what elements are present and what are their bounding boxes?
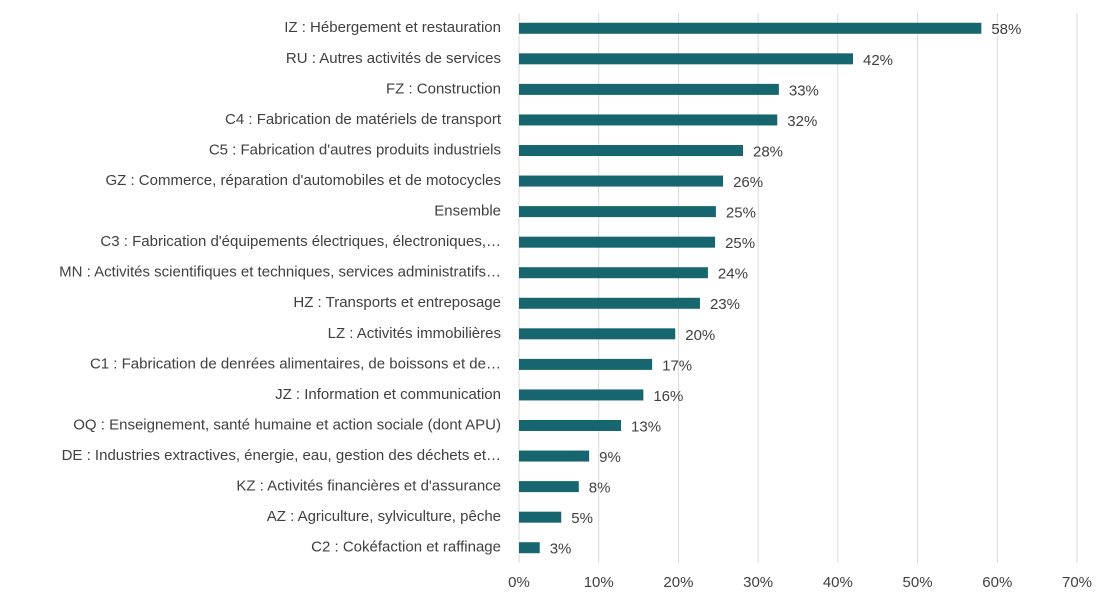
y-tick-label: C4 : Fabrication de matériels de transpo… bbox=[225, 111, 502, 128]
bar bbox=[519, 358, 653, 370]
y-tick-label: LZ : Activités immobilières bbox=[328, 325, 501, 342]
value-label: 20% bbox=[685, 327, 715, 344]
bar bbox=[519, 114, 778, 126]
y-tick-label: C2 : Cokéfaction et raffinage bbox=[311, 539, 501, 556]
value-label: 8% bbox=[589, 480, 611, 497]
value-label: 24% bbox=[718, 266, 748, 283]
value-label: 23% bbox=[710, 296, 740, 313]
x-tick-label: 70% bbox=[1062, 574, 1092, 591]
x-tick-label: 20% bbox=[663, 574, 693, 591]
bar bbox=[519, 53, 854, 65]
value-label: 5% bbox=[571, 510, 593, 527]
y-tick-label: Ensemble bbox=[434, 203, 501, 220]
value-label: 16% bbox=[653, 388, 683, 405]
bar bbox=[519, 481, 579, 493]
y-tick-label: DE : Industries extractives, énergie, ea… bbox=[62, 447, 501, 464]
x-tick-label: 10% bbox=[584, 574, 614, 591]
value-label: 32% bbox=[787, 113, 817, 130]
bar bbox=[519, 450, 590, 462]
x-tick-label: 60% bbox=[982, 574, 1012, 591]
x-tick-label: 30% bbox=[743, 574, 773, 591]
y-tick-label: HZ : Transports et entreposage bbox=[293, 294, 501, 311]
bar bbox=[519, 542, 540, 554]
bar bbox=[519, 206, 716, 218]
value-label: 9% bbox=[599, 449, 621, 466]
bar bbox=[519, 267, 708, 279]
value-label: 3% bbox=[550, 541, 572, 558]
value-label: 25% bbox=[726, 205, 756, 222]
value-label: 17% bbox=[662, 357, 692, 374]
bar bbox=[519, 389, 644, 401]
value-label: 13% bbox=[631, 418, 661, 435]
x-tick-label: 50% bbox=[903, 574, 933, 591]
bar bbox=[519, 22, 982, 34]
bar bbox=[519, 145, 743, 156]
y-tick-label: C1 : Fabrication de denrées alimentaires… bbox=[90, 355, 501, 372]
bar bbox=[519, 175, 724, 187]
y-tick-label: OQ : Enseignement, santé humaine et acti… bbox=[73, 416, 501, 433]
y-tick-label: C3 : Fabrication d'équipements électriqu… bbox=[100, 233, 501, 250]
value-label: 42% bbox=[863, 52, 893, 69]
bar bbox=[519, 511, 562, 523]
bar bbox=[519, 328, 676, 340]
y-tick-label: IZ : Hébergement et restauration bbox=[284, 19, 501, 36]
bar bbox=[519, 420, 622, 431]
value-label: 28% bbox=[753, 143, 783, 160]
x-tick-label: 0% bbox=[508, 574, 530, 591]
y-tick-label: KZ : Activités financières et d'assuranc… bbox=[236, 478, 501, 495]
y-tick-label: MN : Activités scientifiques et techniqu… bbox=[59, 264, 501, 281]
value-label: 26% bbox=[733, 174, 763, 191]
y-tick-label: RU : Autres activités de services bbox=[286, 50, 501, 67]
value-label: 33% bbox=[789, 82, 819, 99]
y-tick-label: AZ : Agriculture, sylviculture, pêche bbox=[267, 508, 501, 525]
y-tick-label: C5 : Fabrication d'autres produits indus… bbox=[209, 141, 501, 158]
x-tick-label: 40% bbox=[823, 574, 853, 591]
y-tick-label: JZ : Information et communication bbox=[275, 386, 501, 403]
bar bbox=[519, 236, 716, 248]
value-label: 25% bbox=[725, 235, 755, 252]
bar bbox=[519, 297, 700, 309]
bar bbox=[519, 83, 779, 95]
y-tick-label: GZ : Commerce, réparation d'automobiles … bbox=[105, 172, 501, 189]
value-label: 58% bbox=[991, 21, 1021, 38]
y-tick-label: FZ : Construction bbox=[386, 80, 501, 97]
